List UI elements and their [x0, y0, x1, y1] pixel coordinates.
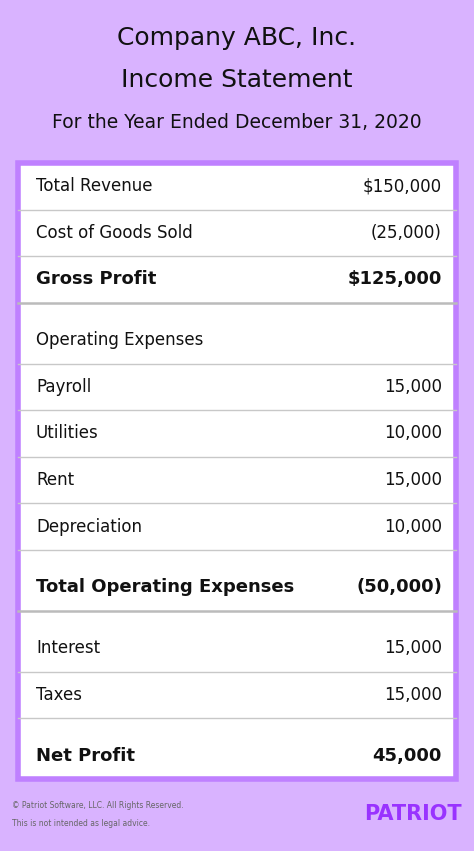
- Text: © Patriot Software, LLC. All Rights Reserved.: © Patriot Software, LLC. All Rights Rese…: [12, 801, 183, 809]
- Text: This is not intended as legal advice.: This is not intended as legal advice.: [12, 819, 150, 827]
- Text: Net Profit: Net Profit: [36, 746, 135, 765]
- Text: 10,000: 10,000: [384, 517, 442, 535]
- Text: Income Statement: Income Statement: [121, 68, 353, 92]
- Text: 15,000: 15,000: [384, 471, 442, 489]
- Text: Gross Profit: Gross Profit: [36, 271, 156, 288]
- Text: 15,000: 15,000: [384, 686, 442, 704]
- Text: Taxes: Taxes: [36, 686, 82, 704]
- Text: Total Operating Expenses: Total Operating Expenses: [36, 579, 294, 597]
- Text: 15,000: 15,000: [384, 378, 442, 396]
- Text: Payroll: Payroll: [36, 378, 91, 396]
- Bar: [18, 163, 456, 779]
- Text: Cost of Goods Sold: Cost of Goods Sold: [36, 224, 193, 242]
- Text: Company ABC, Inc.: Company ABC, Inc.: [118, 26, 356, 50]
- Text: Utilities: Utilities: [36, 425, 99, 443]
- Text: 15,000: 15,000: [384, 639, 442, 657]
- Text: Interest: Interest: [36, 639, 100, 657]
- Text: 45,000: 45,000: [373, 746, 442, 765]
- Text: $125,000: $125,000: [347, 271, 442, 288]
- Text: Total Revenue: Total Revenue: [36, 177, 153, 195]
- Bar: [0, 0, 474, 155]
- Text: Depreciation: Depreciation: [36, 517, 142, 535]
- Text: (25,000): (25,000): [371, 224, 442, 242]
- Text: (50,000): (50,000): [356, 579, 442, 597]
- Text: 10,000: 10,000: [384, 425, 442, 443]
- Text: Rent: Rent: [36, 471, 74, 489]
- Text: $150,000: $150,000: [363, 177, 442, 195]
- Text: For the Year Ended December 31, 2020: For the Year Ended December 31, 2020: [52, 112, 422, 132]
- Text: Operating Expenses: Operating Expenses: [36, 331, 203, 349]
- Text: PATRIOT: PATRIOT: [365, 804, 462, 824]
